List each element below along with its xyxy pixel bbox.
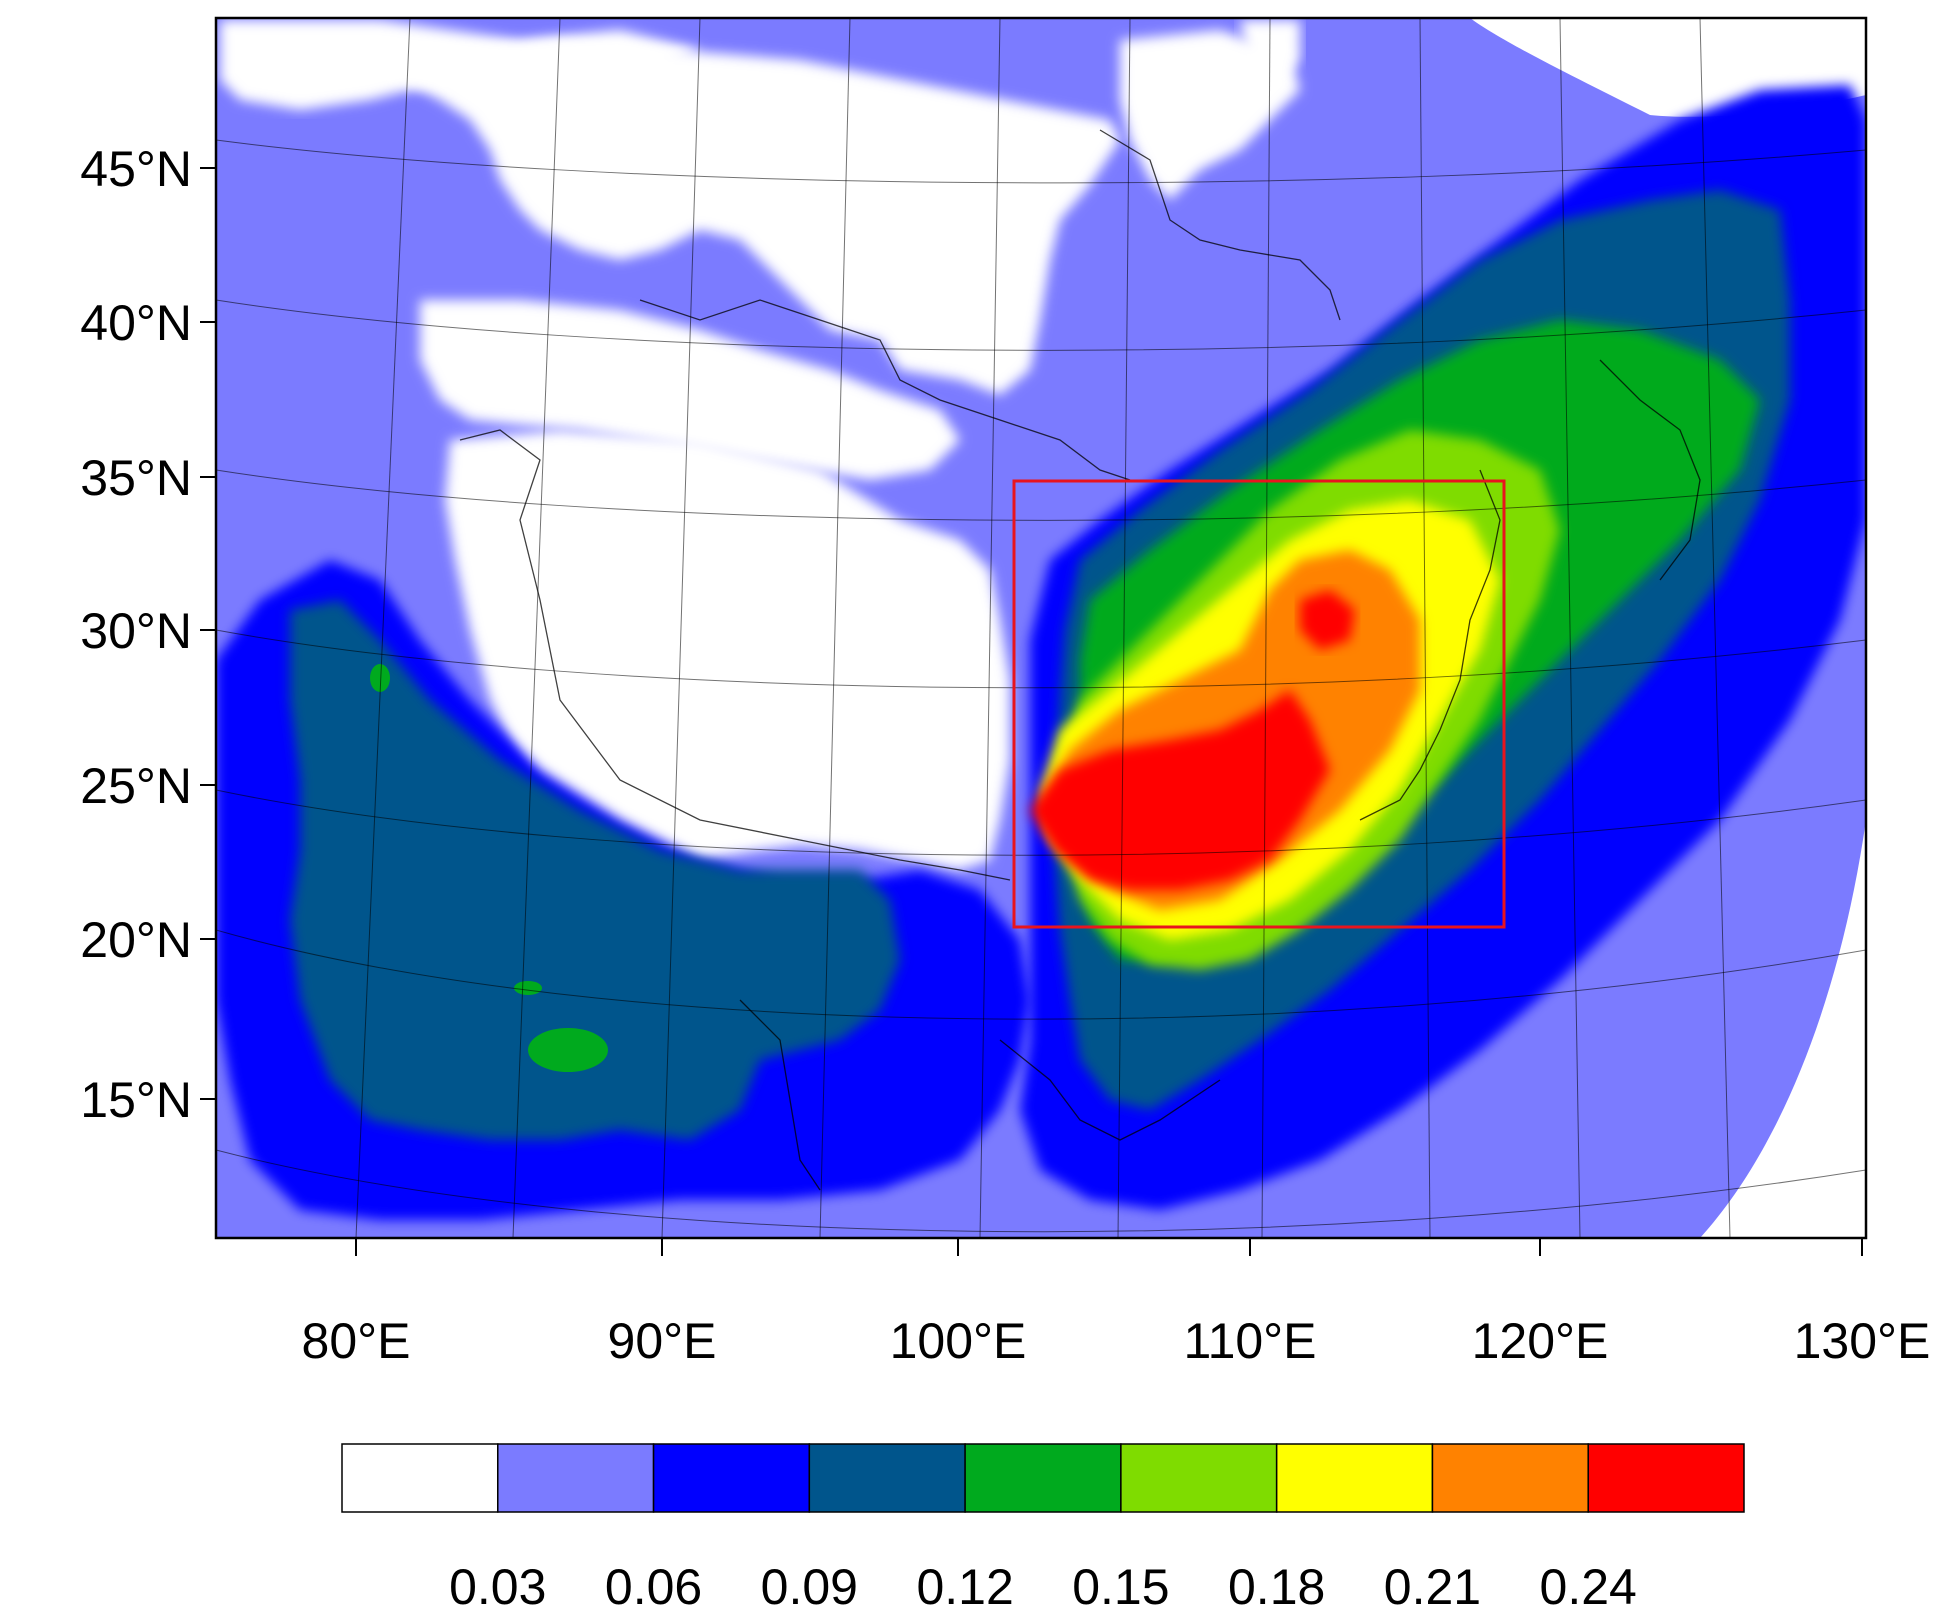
- field-level-4-spot-west: [370, 664, 390, 692]
- field-level-0-mongolia: [380, 40, 1120, 395]
- colorbar-level-label: 0.24: [1540, 1559, 1637, 1615]
- colorbar-level-label: 0.03: [449, 1559, 546, 1615]
- field-level-4-spot-central: [514, 981, 542, 995]
- lon-label-90: 90°E: [608, 1313, 717, 1369]
- colorbar-level-label: 0.15: [1072, 1559, 1169, 1615]
- lon-axis: 80°E 90°E 100°E 110°E 120°E 130°E: [302, 1238, 1931, 1369]
- colorbar-level-label: 0.06: [605, 1559, 702, 1615]
- colorbar-swatch: [652, 1443, 811, 1513]
- colorbar-swatch: [1587, 1443, 1745, 1513]
- field-level-4-spot-india: [528, 1028, 608, 1072]
- colorbar-swatch: [964, 1443, 1122, 1513]
- colorbar-level-label: 0.09: [761, 1559, 858, 1615]
- lon-label-120: 120°E: [1472, 1313, 1609, 1369]
- field-level-3-south-asia: [290, 600, 900, 1140]
- field-level-0-tarim: [420, 300, 960, 480]
- colorbar-swatch: [808, 1443, 966, 1513]
- colorbar: 0.03 0.06 0.09 0.12 0.15 0.18 0.21 0.24: [341, 1443, 1745, 1615]
- lat-label-35: 35°N: [80, 450, 192, 506]
- colorbar-swatch: [1431, 1443, 1589, 1513]
- graticule-parallels: [216, 139, 1866, 1233]
- lon-label-100: 100°E: [890, 1313, 1027, 1369]
- outside-projection-right: [1700, 820, 1866, 1238]
- field-level-8-north: [1300, 590, 1355, 650]
- colorbar-level-label: 0.12: [916, 1559, 1013, 1615]
- colorbar-swatch: [341, 1443, 499, 1513]
- colorbar-swatch: [1120, 1443, 1278, 1513]
- field-level-0-central-asia: [220, 20, 700, 110]
- field-level-8-main: [1030, 690, 1330, 890]
- map-frame: [214, 16, 1868, 1240]
- lon-label-80: 80°E: [302, 1313, 411, 1369]
- boundaries: [459, 129, 1701, 1191]
- lon-label-110: 110°E: [1183, 1313, 1316, 1369]
- colorbar-level-label: 0.18: [1228, 1559, 1325, 1615]
- map-plot-area: [216, 18, 1866, 1238]
- colorbar-swatch: [1275, 1443, 1434, 1513]
- lat-label-30: 30°N: [80, 603, 192, 659]
- lat-axis: 45°N 40°N 35°N 30°N 25°N 20°N 15°N: [80, 141, 216, 1128]
- colorbar-level-label: 0.21: [1384, 1559, 1481, 1615]
- lat-label-25: 25°N: [80, 758, 192, 814]
- highlight-region-box: [1012, 479, 1506, 929]
- lat-label-15: 15°N: [80, 1072, 192, 1128]
- lat-label-45: 45°N: [80, 141, 192, 197]
- graticule-meridians: [355, 18, 1731, 1238]
- lat-label-40: 40°N: [80, 295, 192, 351]
- colorbar-swatch: [497, 1443, 655, 1513]
- field-level-0-tibet: [445, 430, 1010, 870]
- lon-label-130: 130°E: [1794, 1313, 1931, 1369]
- lat-label-20: 20°N: [80, 912, 192, 968]
